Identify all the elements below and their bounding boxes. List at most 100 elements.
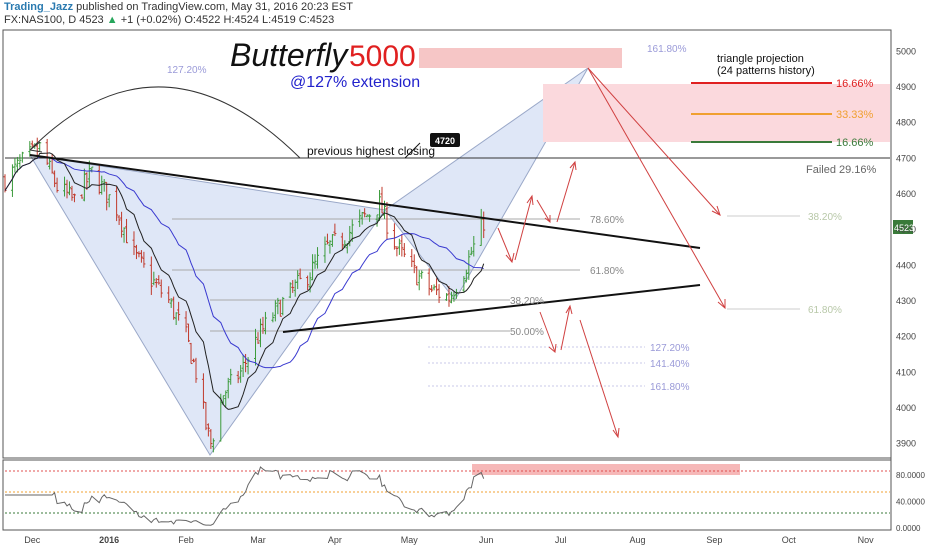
price-tick-label: 4600 bbox=[896, 189, 916, 199]
candle bbox=[80, 194, 84, 199]
time-tick-label: May bbox=[401, 535, 419, 545]
time-tick-label: Apr bbox=[328, 535, 342, 545]
price-tick-label: 4500 bbox=[896, 225, 916, 235]
candle bbox=[333, 223, 337, 237]
candle bbox=[18, 154, 22, 168]
oscillator-overbought-zone bbox=[472, 464, 740, 475]
candle bbox=[120, 211, 124, 238]
oscillator-tick-label: 80.0000 bbox=[896, 471, 925, 480]
candle bbox=[271, 312, 275, 323]
candle bbox=[244, 353, 248, 373]
candle bbox=[380, 186, 384, 214]
candle bbox=[174, 312, 178, 326]
level-green-label: 16.66% bbox=[836, 137, 874, 149]
candle bbox=[454, 288, 458, 299]
candle bbox=[224, 390, 228, 407]
level-orange-label: 33.33% bbox=[836, 109, 874, 121]
candle bbox=[447, 286, 451, 307]
candle bbox=[20, 151, 24, 163]
close-value: 4523 bbox=[309, 14, 335, 26]
candle bbox=[276, 297, 280, 315]
candle bbox=[263, 311, 267, 335]
candle bbox=[204, 402, 208, 431]
author-name[interactable]: Trading_Jazz bbox=[4, 1, 74, 13]
candle bbox=[142, 251, 146, 268]
price-tick-label: 3900 bbox=[896, 439, 916, 449]
last-value: 4523 bbox=[79, 14, 104, 26]
candle bbox=[437, 284, 441, 304]
candle bbox=[482, 211, 486, 239]
candle bbox=[139, 250, 143, 263]
fib-500-label: 50.00% bbox=[510, 327, 544, 338]
price-tick-label: 4900 bbox=[896, 82, 916, 92]
time-tick-label: 2016 bbox=[99, 535, 119, 545]
candle bbox=[435, 278, 439, 296]
candle bbox=[154, 278, 158, 288]
candle bbox=[82, 168, 86, 202]
close-label: C: bbox=[298, 14, 310, 26]
candle bbox=[415, 265, 419, 286]
chart-subtitle: @127% extension bbox=[290, 74, 420, 91]
time-tick-label: Sep bbox=[706, 535, 722, 545]
candle bbox=[211, 438, 215, 453]
candle bbox=[229, 368, 233, 385]
candle bbox=[201, 373, 205, 409]
open-label: O: bbox=[184, 14, 196, 26]
time-tick-label: Jun bbox=[479, 535, 494, 545]
candle bbox=[452, 291, 456, 302]
candle bbox=[365, 214, 369, 218]
triangle-upper-trendline bbox=[29, 154, 701, 249]
candle bbox=[132, 231, 136, 256]
time-tick-label: Jul bbox=[555, 535, 567, 545]
candle bbox=[291, 280, 295, 293]
candle bbox=[395, 245, 399, 257]
low-value: 4519 bbox=[271, 14, 296, 26]
symbol-label: FX:NAS100, D bbox=[4, 14, 77, 26]
candle bbox=[402, 243, 406, 258]
triangle-projection-sub: (24 patterns history) bbox=[717, 65, 815, 77]
candle bbox=[278, 299, 282, 317]
time-tick-label: Oct bbox=[782, 535, 797, 545]
ma-fast-line bbox=[4, 152, 485, 410]
candle bbox=[261, 316, 265, 334]
candle bbox=[72, 193, 76, 203]
oscillator-line bbox=[5, 466, 485, 526]
time-tick-label: Feb bbox=[178, 535, 194, 545]
candle bbox=[28, 141, 32, 157]
chart-title: Butterfly bbox=[230, 37, 349, 73]
candle bbox=[177, 301, 181, 321]
candle bbox=[296, 270, 300, 290]
candle bbox=[184, 311, 188, 333]
candle bbox=[134, 244, 138, 260]
time-tick-label: Dec bbox=[24, 535, 41, 545]
published-text: published on TradingView.com, May 31, 20… bbox=[76, 1, 353, 13]
candle bbox=[169, 298, 173, 308]
candle bbox=[340, 232, 344, 250]
candle bbox=[445, 293, 448, 301]
last-price-text: 4523 bbox=[894, 223, 914, 233]
candle bbox=[323, 236, 327, 263]
candle bbox=[65, 179, 69, 199]
candle bbox=[430, 285, 434, 293]
candle bbox=[462, 276, 466, 293]
failed-label: Failed 29.16% bbox=[806, 164, 877, 176]
candle bbox=[172, 296, 176, 320]
fib-161-top-label: 161.80% bbox=[647, 44, 687, 55]
high-value: 4524 bbox=[234, 14, 259, 26]
candle bbox=[107, 194, 111, 208]
candle bbox=[159, 279, 163, 298]
candle bbox=[189, 342, 193, 365]
candle bbox=[246, 357, 250, 375]
price-tick-label: 4200 bbox=[896, 332, 916, 342]
fib-786-label: 78.60% bbox=[590, 215, 624, 226]
high-label: H: bbox=[223, 14, 235, 26]
candles-group bbox=[3, 137, 486, 453]
oscillator-tick-label: 40.0000 bbox=[896, 498, 925, 507]
candle bbox=[400, 234, 404, 257]
fib-618-label: 61.80% bbox=[590, 266, 624, 277]
price-tick-label: 4100 bbox=[896, 367, 916, 377]
fib-127-top-label: 127.20% bbox=[167, 65, 207, 76]
candle bbox=[125, 218, 129, 244]
last-price-marker bbox=[893, 220, 913, 234]
